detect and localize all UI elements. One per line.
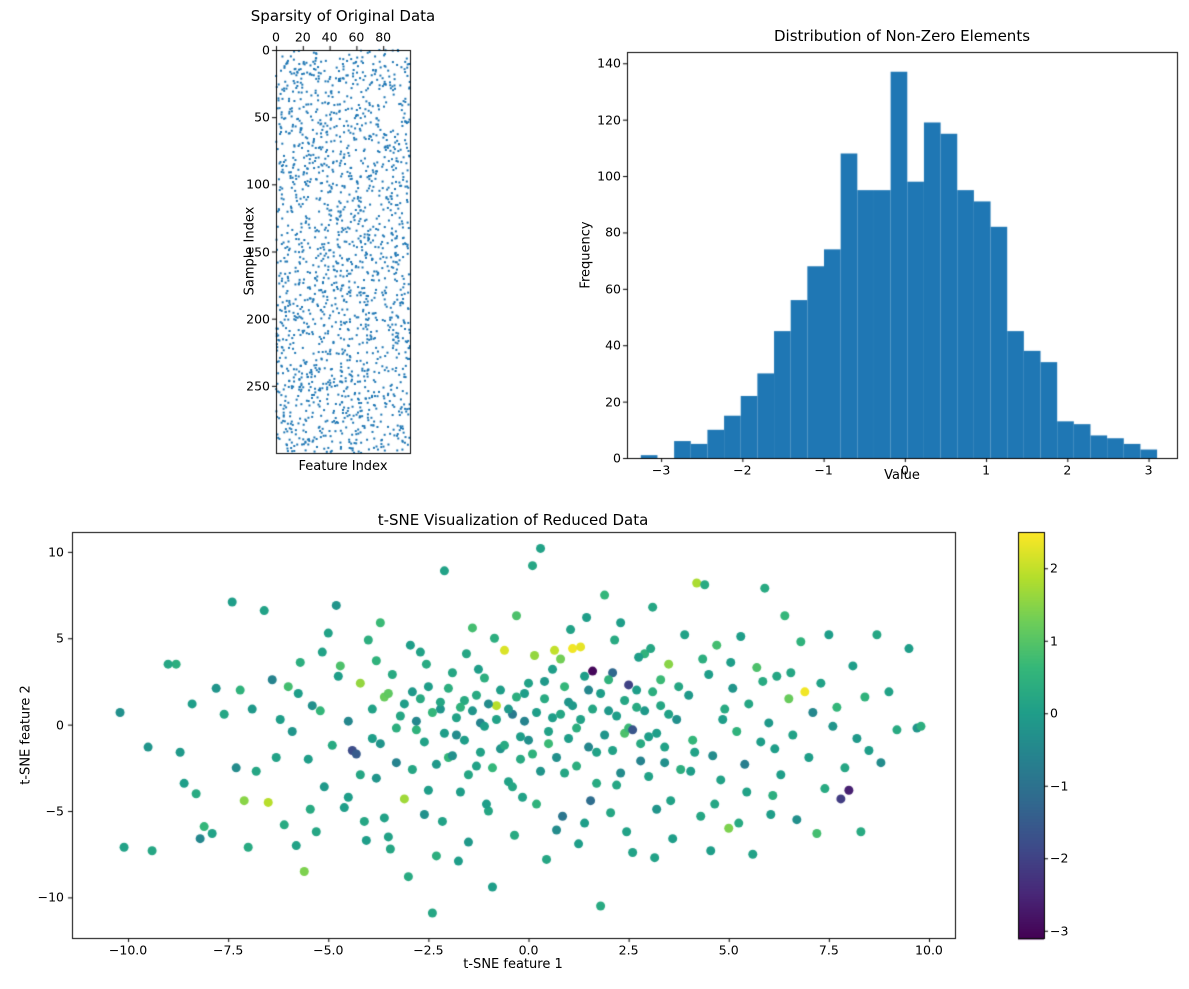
matplotlib-figure: Sparsity of Original Data Feature Index … xyxy=(0,0,1189,989)
plots-canvas xyxy=(0,0,1189,989)
